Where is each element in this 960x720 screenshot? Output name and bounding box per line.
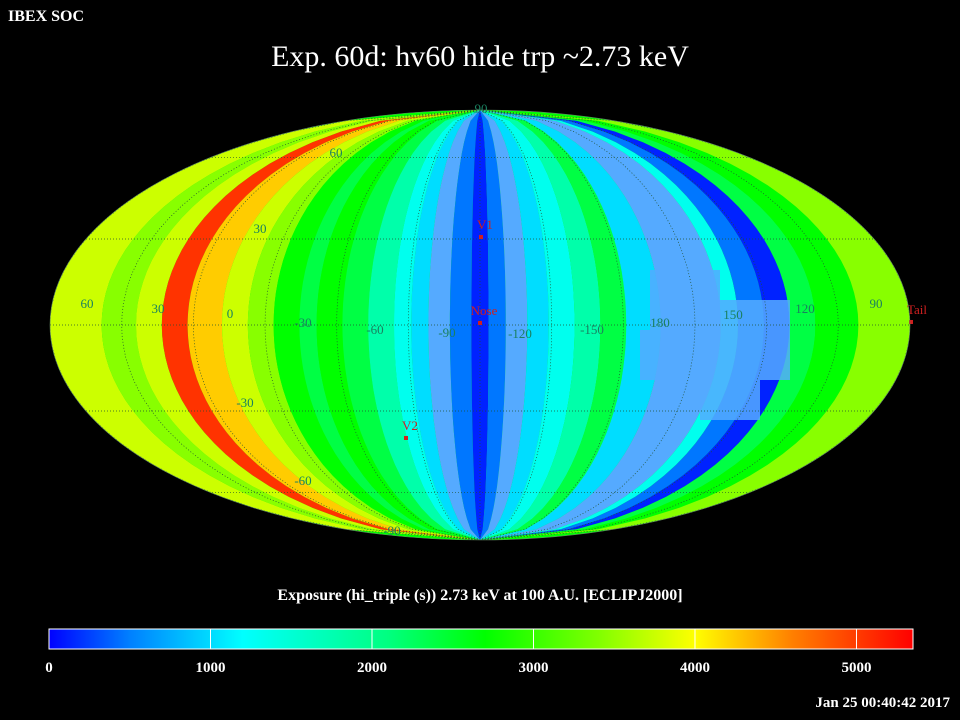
- latitude-label: -30: [236, 395, 253, 410]
- exposure-patch: [700, 380, 760, 420]
- meridian-line: [264, 110, 481, 540]
- exposure-band: [480, 110, 506, 540]
- exposure-band: [480, 110, 575, 540]
- exposure-band: [316, 110, 480, 540]
- map-title: Exp. 60d: hv60 hide trp ~2.73 keV: [271, 40, 689, 73]
- org-label: IBEX SOC: [8, 8, 85, 25]
- exposure-band: [480, 110, 601, 540]
- longitude-label: 0: [227, 306, 234, 321]
- colorbar-tick-label: 2000: [356, 660, 387, 676]
- marker-label: Nose: [471, 303, 498, 318]
- marker-label: V2: [402, 418, 418, 433]
- longitude-label: 180: [650, 315, 670, 330]
- exposure-band: [480, 110, 721, 540]
- longitude-label: -60: [366, 322, 383, 337]
- longitude-label: 60: [81, 296, 94, 311]
- marker-dot: [478, 321, 482, 325]
- latitude-label: 60: [330, 145, 343, 160]
- colorbar-tick-label: 1000: [195, 660, 226, 676]
- exposure-band: [480, 110, 627, 540]
- colorbar-tick-label: 0: [45, 660, 53, 676]
- exposure-band: [394, 110, 480, 540]
- exposure-band: [480, 110, 528, 540]
- meridian-line: [479, 110, 839, 540]
- exposure-band: [342, 110, 480, 540]
- grid-labels: 60 30 0 -30 -60 -90 -120 -150 180 150 120 90 90 60 30 -…: [81, 101, 883, 538]
- longitude-label: -120: [508, 326, 532, 341]
- meridian-line: [407, 110, 481, 540]
- longitude-label: 150: [723, 307, 743, 322]
- longitude-label: -90: [438, 325, 455, 340]
- meridian-line: [479, 110, 553, 540]
- longitude-label: 90: [870, 296, 883, 311]
- colorbar-tick-label: 4000: [679, 660, 710, 676]
- exposure-band: [368, 110, 480, 540]
- colorbar: [48, 628, 914, 650]
- timestamp: Jan 25 00:40:42 2017: [815, 695, 950, 711]
- latitude-label: -90: [383, 523, 400, 538]
- colorbar-title: Exposure (hi_triple (s)) 2.73 keV at 100…: [277, 587, 683, 604]
- meridian-line: [121, 110, 481, 540]
- colorbar-tick-label: 3000: [518, 660, 549, 676]
- longitude-label: 120: [795, 301, 815, 316]
- meridian-line: [479, 110, 696, 540]
- marker-label: V1: [477, 217, 493, 232]
- exposure-band: [428, 110, 480, 540]
- longitude-label: 30: [152, 301, 165, 316]
- latitude-label: -60: [294, 473, 311, 488]
- exposure-band: [411, 110, 480, 540]
- colorbar-tick-label: 5000: [841, 660, 872, 676]
- exposure-band: [480, 110, 549, 540]
- position-markers: V1 Nose V2 Tail: [402, 217, 927, 440]
- marker-dot: [909, 320, 913, 324]
- latitude-label: 30: [254, 221, 267, 236]
- latitude-label: 90: [475, 101, 488, 116]
- longitude-label: -150: [580, 322, 604, 337]
- marker-dot: [404, 436, 408, 440]
- marker-dot: [479, 235, 483, 239]
- exposure-band: [480, 110, 661, 540]
- marker-label: Tail: [907, 302, 927, 317]
- exposure-patch: [640, 330, 700, 380]
- sky-map: 60 30 0 -30 -60 -90 -120 -150 180 150 120 90 90 60 30 -…: [49, 101, 927, 541]
- longitude-label: -30: [294, 315, 311, 330]
